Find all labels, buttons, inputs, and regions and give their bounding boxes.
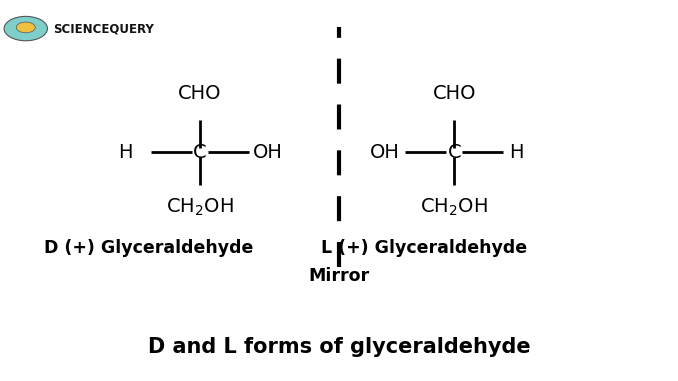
- Text: CHO: CHO: [433, 84, 476, 103]
- Text: OH: OH: [253, 143, 283, 162]
- Text: L (+) Glyceraldehyde: L (+) Glyceraldehyde: [321, 239, 527, 257]
- Text: OH: OH: [370, 143, 400, 162]
- Text: D and L forms of glyceraldehyde: D and L forms of glyceraldehyde: [148, 337, 530, 357]
- Text: H: H: [118, 143, 133, 162]
- Text: C: C: [447, 143, 461, 162]
- Text: Mirror: Mirror: [308, 267, 370, 285]
- Text: D (+) Glyceraldehyde: D (+) Glyceraldehyde: [45, 239, 254, 257]
- Text: C: C: [193, 143, 207, 162]
- Text: CH$_2$OH: CH$_2$OH: [420, 197, 488, 218]
- Text: H: H: [509, 143, 524, 162]
- Text: SCIENCEQUERY: SCIENCEQUERY: [53, 22, 154, 35]
- Text: CHO: CHO: [178, 84, 222, 103]
- Text: CH$_2$OH: CH$_2$OH: [166, 197, 234, 218]
- Circle shape: [4, 16, 47, 41]
- Circle shape: [16, 22, 35, 33]
